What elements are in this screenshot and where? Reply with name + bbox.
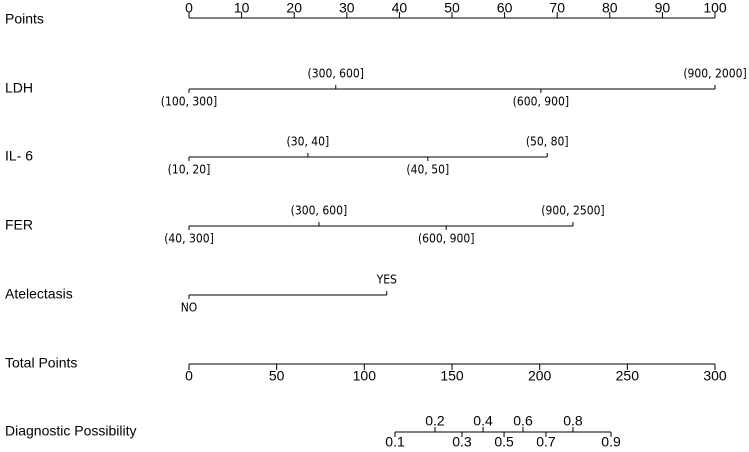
tick-label: 0.6 xyxy=(513,413,533,429)
tick-label: 0.9 xyxy=(601,434,621,450)
tick-label: 0.8 xyxy=(563,413,583,429)
tick-label: 250 xyxy=(616,368,640,384)
level-label: (40, 300] xyxy=(164,232,214,246)
tick-label: 0.4 xyxy=(473,413,493,429)
tick-label: 30 xyxy=(339,0,355,16)
level-label: (10, 20] xyxy=(168,163,211,177)
tick-label: 40 xyxy=(392,0,408,16)
level-label: (300, 600] xyxy=(308,67,364,81)
tick-label: 0.7 xyxy=(536,434,556,450)
tick-label: 0.2 xyxy=(425,413,445,429)
tick-label: 50 xyxy=(269,368,285,384)
row-label: Diagnostic Possibility xyxy=(5,423,137,439)
level-label: (600, 900] xyxy=(513,95,569,109)
tick-label: 100 xyxy=(703,0,727,16)
tick-label: 90 xyxy=(655,0,671,16)
level-label: (100, 300] xyxy=(161,95,217,109)
tick-label: 0.5 xyxy=(494,434,514,450)
tick-label: 0.1 xyxy=(385,434,405,450)
tick-label: 150 xyxy=(440,368,464,384)
tick-label: 100 xyxy=(353,368,377,384)
level-label: (40, 50] xyxy=(406,163,449,177)
tick-label: 200 xyxy=(528,368,552,384)
tick-label: 80 xyxy=(602,0,618,16)
tick-label: 0 xyxy=(185,368,193,384)
row-label: Total Points xyxy=(5,355,77,371)
tick-label: 70 xyxy=(549,0,565,16)
tick-label: 10 xyxy=(234,0,250,16)
row-label: LDH xyxy=(5,80,33,96)
level-label: (300, 600] xyxy=(291,204,347,218)
row-label: Points xyxy=(5,11,44,27)
tick-label: 20 xyxy=(286,0,302,16)
tick-label: 0.3 xyxy=(452,434,472,450)
tick-label: 0 xyxy=(185,0,193,16)
row-label: FER xyxy=(5,217,33,233)
tick-label: 300 xyxy=(703,368,727,384)
level-label: (900, 2500] xyxy=(541,204,604,218)
level-label: NO xyxy=(181,301,198,315)
level-label: (30, 40] xyxy=(287,135,330,149)
row-label: IL- 6 xyxy=(5,148,33,164)
tick-label: 60 xyxy=(497,0,513,16)
level-label: YES xyxy=(376,273,397,287)
level-label: (600, 900] xyxy=(418,232,474,246)
level-label: (900, 2000] xyxy=(683,67,746,81)
row-label: Atelectasis xyxy=(5,286,73,302)
level-label: (50, 80] xyxy=(526,135,569,149)
tick-label: 50 xyxy=(444,0,460,16)
